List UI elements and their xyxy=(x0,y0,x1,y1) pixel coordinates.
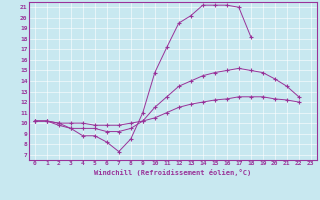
X-axis label: Windchill (Refroidissement éolien,°C): Windchill (Refroidissement éolien,°C) xyxy=(94,169,252,176)
